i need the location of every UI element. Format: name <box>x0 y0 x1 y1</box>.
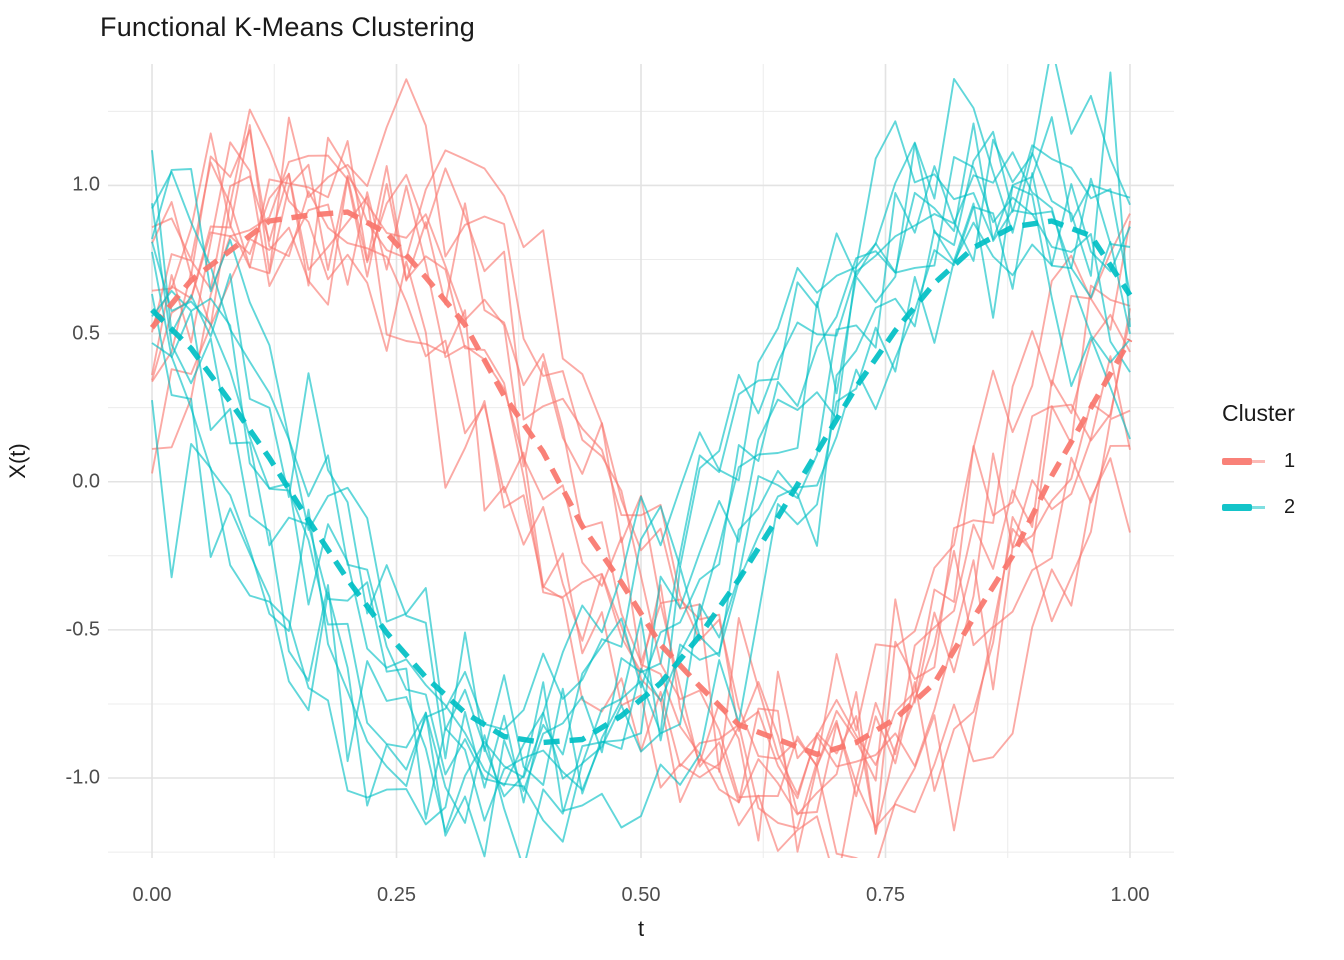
legend-entry-label: 2 <box>1284 495 1296 518</box>
chart-title: Functional K-Means Clustering <box>100 12 475 42</box>
legend-key-icon <box>1222 457 1268 465</box>
x-tick-label: 0.25 <box>377 884 416 906</box>
curves-layer <box>149 64 1133 858</box>
centroid-curve-cluster-1 <box>149 209 1133 757</box>
member-curve-cluster-2 <box>151 116 1131 829</box>
member-curve-cluster-1 <box>151 167 1131 798</box>
member-curve-cluster-2 <box>151 150 1131 795</box>
legend-key-icon <box>1222 503 1268 511</box>
centroid-curve-cluster-2 <box>150 218 1133 746</box>
member-curve-cluster-2 <box>151 151 1131 807</box>
member-curve-cluster-2 <box>151 120 1131 826</box>
legend-title: Cluster <box>1222 400 1295 426</box>
x-tick-label: 1.00 <box>1110 884 1150 906</box>
member-curve-cluster-2 <box>151 71 1131 858</box>
member-curve-cluster-1 <box>151 141 1131 853</box>
member-curve-cluster-2 <box>151 183 1131 787</box>
member-curve-cluster-1 <box>151 132 1131 858</box>
y-tick-label: -1.0 <box>65 766 100 789</box>
legend-entry-cluster-2: 2 <box>1222 495 1295 519</box>
legend-entry-cluster-1: 1 <box>1222 449 1295 473</box>
x-tick-label: 0.00 <box>132 884 172 906</box>
x-axis-title: t <box>637 916 645 941</box>
member-curve-cluster-1 <box>151 163 1131 796</box>
legend-entry-label: 1 <box>1284 449 1296 472</box>
y-tick-label: 0.0 <box>72 470 100 493</box>
member-curve-cluster-2 <box>151 64 1131 843</box>
member-curve-cluster-2 <box>151 122 1131 858</box>
y-tick-label: 0.5 <box>72 322 100 345</box>
y-tick-label: -0.5 <box>65 618 100 641</box>
x-tick-label: 0.50 <box>621 884 661 906</box>
y-axis-title: X(t) <box>5 443 30 479</box>
member-curve-cluster-1 <box>151 129 1131 834</box>
x-tick-label: 0.75 <box>866 884 905 906</box>
y-tick-label: 1.0 <box>72 173 100 196</box>
